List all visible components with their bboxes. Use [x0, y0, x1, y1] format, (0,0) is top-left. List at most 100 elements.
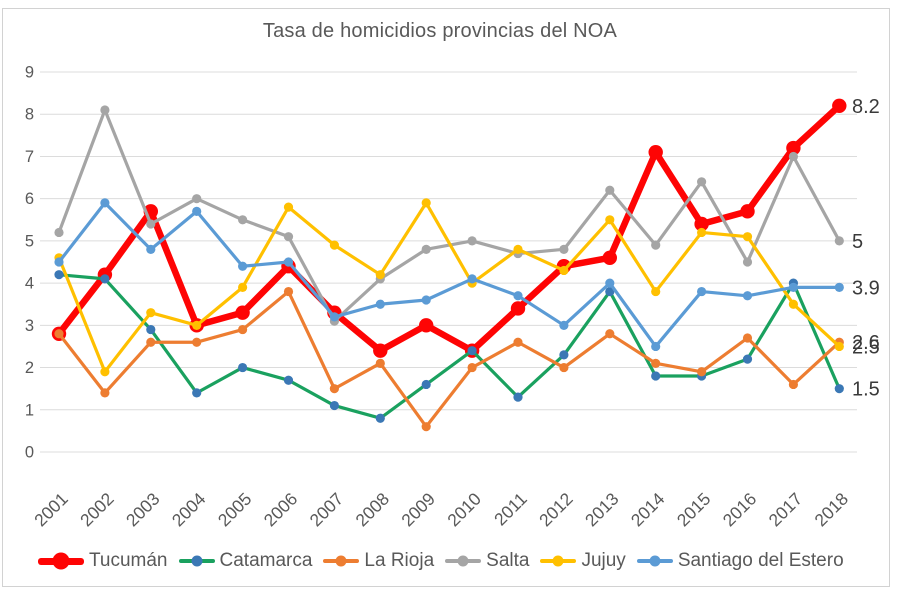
series-marker-la-rioja-2010 — [467, 362, 477, 373]
series-marker-la-rioja-2012 — [559, 362, 569, 373]
series-marker-salta-2017 — [788, 151, 799, 162]
legend-dot-catamarca-icon — [191, 555, 202, 567]
series-marker-jujuy-2014 — [651, 286, 661, 297]
series-marker-santiago-del-estero-2009 — [421, 295, 431, 305]
end-label-la-rioja: 2.6 — [852, 332, 880, 354]
series-marker-catamarca-2012 — [559, 350, 569, 360]
series-marker-catamarca-2003 — [146, 324, 156, 335]
series-marker-santiago-del-estero-2015 — [697, 286, 707, 297]
x-axis-tick-label-2006: 2006 — [260, 489, 302, 531]
x-axis-tick-label-2010: 2010 — [443, 489, 485, 531]
series-marker-tucuman-2014 — [648, 145, 663, 160]
y-axis-tick-label: 1 — [25, 401, 34, 419]
series-marker-salta-2003 — [146, 219, 156, 229]
series-marker-jujuy-2006 — [283, 202, 294, 212]
y-axis-tick-label: 3 — [25, 317, 34, 335]
legend-marker-salta-icon — [445, 555, 482, 567]
series-marker-tucuman-2008 — [373, 343, 388, 358]
x-axis-tick-label-2003: 2003 — [122, 489, 164, 531]
series-marker-la-rioja-2013 — [605, 329, 615, 339]
series-marker-salta-2015 — [697, 177, 707, 187]
x-axis-tick-label-2012: 2012 — [535, 489, 577, 531]
series-marker-santiago-del-estero-2017 — [788, 282, 799, 292]
series-marker-catamarca-2001 — [54, 270, 64, 280]
series-marker-santiago-del-estero-2010 — [467, 274, 477, 284]
series-marker-salta-2014 — [651, 240, 661, 250]
x-axis-tick-label-2011: 2011 — [490, 489, 531, 530]
legend-dot-jujuy-icon — [552, 555, 564, 567]
x-axis-tick-label-2002: 2002 — [76, 489, 118, 531]
series-line-jujuy — [57, 201, 841, 374]
series-marker-la-rioja-2014 — [651, 358, 661, 368]
y-axis-tick-label: 9 — [25, 64, 34, 82]
end-label-tucuman: 8.2 — [852, 96, 880, 118]
series-marker-jujuy-2004 — [192, 320, 202, 330]
end-label-catamarca: 1.5 — [852, 379, 880, 401]
y-axis-tick-label: 6 — [25, 190, 34, 208]
series-marker-santiago-del-estero-2008 — [375, 299, 385, 309]
legend-marker-santiago-del-estero-icon — [636, 555, 673, 567]
y-axis-tick-label: 0 — [25, 444, 34, 462]
legend-label-jujuy: Jujuy — [581, 550, 626, 571]
x-axis-tick-label-2004: 2004 — [168, 489, 210, 531]
series-marker-santiago-del-estero-2011 — [513, 291, 523, 301]
series-marker-santiago-del-estero-2013 — [605, 278, 615, 288]
series-marker-catamarca-2018 — [834, 384, 844, 394]
series-marker-jujuy-2015 — [697, 227, 707, 238]
series-marker-salta-2016 — [742, 257, 753, 267]
series-marker-jujuy-2009 — [421, 198, 431, 208]
series-marker-tucuman-2009 — [419, 318, 434, 333]
legend-label-santiago-del-estero: Santiago del Estero — [677, 550, 844, 571]
x-axis-tick-label-2001: 2001 — [30, 489, 72, 531]
legend-dot-salta-icon — [457, 555, 469, 567]
series-marker-la-rioja-2009 — [421, 422, 431, 432]
end-label-jujuy: 2.5 — [852, 336, 880, 358]
legend-label-tucuman: Tucumán — [89, 550, 168, 571]
x-axis-tick-label-2008: 2008 — [351, 489, 393, 531]
series-marker-santiago-del-estero-2006 — [283, 257, 294, 267]
series-marker-salta-2002 — [100, 105, 110, 115]
chart-legend: Tucumán Catamarca La Rioja Salta Jujuy Santia… — [38, 546, 878, 576]
series-marker-santiago-del-estero-2004 — [192, 206, 202, 216]
series-marker-catamarca-2009 — [421, 379, 431, 390]
series-marker-jujuy-2003 — [146, 308, 156, 318]
series-marker-la-rioja-2006 — [283, 286, 294, 297]
series-marker-jujuy-2007 — [329, 240, 339, 250]
series-marker-catamarca-2002 — [100, 274, 110, 284]
series-marker-santiago-del-estero-2014 — [651, 341, 661, 352]
chart-title: Tasa de homicidios provincias del NOA — [262, 20, 618, 42]
series-marker-salta-2004 — [192, 194, 202, 204]
series-marker-salta-2012 — [559, 244, 569, 254]
series-marker-tucuman-2005 — [235, 305, 250, 320]
legend-item-santiago-del-estero: Santiago del Estero — [636, 550, 844, 572]
x-axis-tick-label-2013: 2013 — [581, 489, 623, 531]
legend-marker-jujuy-icon — [540, 555, 577, 567]
series-marker-jujuy-2017 — [788, 299, 799, 309]
series-marker-la-rioja-2016 — [742, 333, 753, 343]
series-marker-jujuy-2011 — [513, 244, 523, 254]
series-marker-catamarca-2011 — [513, 392, 523, 402]
series-line-la-rioja — [57, 289, 841, 429]
end-label-santiago-del-estero: 3.9 — [852, 277, 880, 299]
x-axis-tick-label-2016: 2016 — [719, 489, 761, 531]
legend-dot-santiago-del-estero-icon — [649, 555, 661, 567]
series-marker-la-rioja-2007 — [329, 384, 339, 394]
x-axis-tick-label-2018: 2018 — [810, 489, 852, 531]
series-marker-catamarca-2014 — [651, 371, 661, 381]
series-marker-catamarca-2013 — [605, 286, 615, 297]
y-axis-tick-label: 8 — [25, 106, 34, 124]
legend-item-la-rioja: La Rioja — [323, 550, 434, 572]
legend-label-salta: Salta — [486, 550, 530, 571]
series-marker-jujuy-2018 — [834, 341, 844, 352]
y-axis-tick-label: 5 — [25, 232, 34, 250]
series-marker-santiago-del-estero-2012 — [559, 320, 569, 330]
series-marker-tucuman-2016 — [740, 204, 755, 219]
series-marker-catamarca-2016 — [742, 354, 753, 364]
series-marker-la-rioja-2005 — [238, 324, 248, 335]
series-marker-catamarca-2005 — [238, 362, 248, 373]
series-marker-la-rioja-2001 — [54, 329, 64, 339]
legend-marker-catamarca-icon — [178, 555, 215, 567]
series-marker-salta-2010 — [467, 236, 477, 246]
series-marker-salta-2013 — [605, 185, 615, 195]
legend-label-la-rioja: La Rioja — [364, 550, 435, 571]
